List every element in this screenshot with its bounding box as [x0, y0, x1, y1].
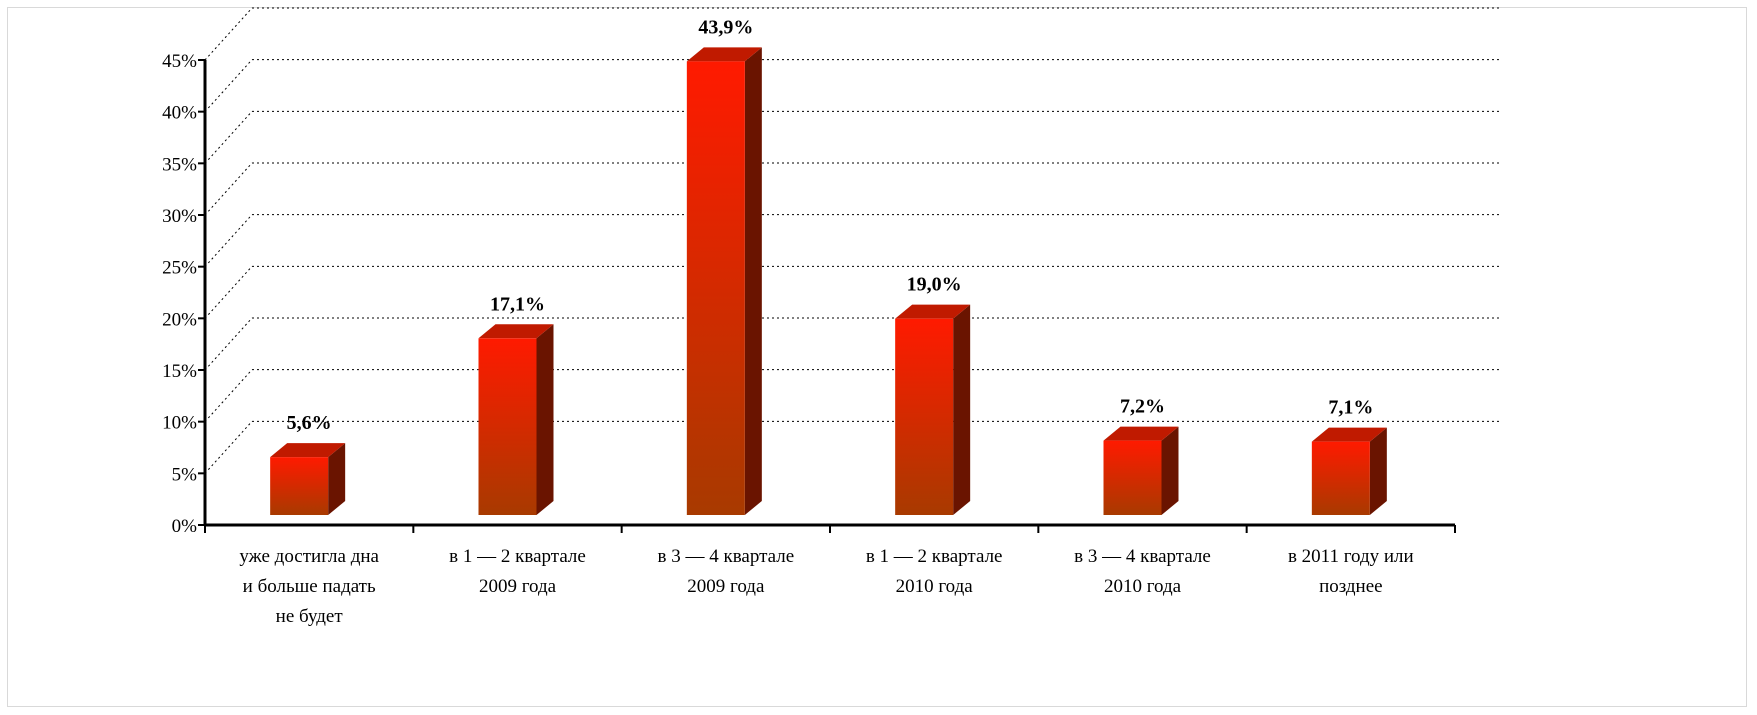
data-label: 17,1%: [490, 293, 545, 315]
data-label: 43,9%: [698, 16, 753, 38]
bar-side: [1369, 427, 1387, 515]
x-tick-label: 2009 года: [687, 576, 765, 597]
x-tick-label: позднее: [1319, 576, 1383, 597]
bar: [1311, 441, 1370, 515]
bar-side: [536, 324, 554, 515]
bars: [270, 47, 1387, 515]
x-tick-label: 2009 года: [479, 576, 557, 597]
x-tick-label: в 1 — 2 квартале: [866, 546, 1003, 567]
x-tick-label: в 3 — 4 квартале: [1074, 546, 1211, 567]
chart-frame: [7, 7, 1747, 707]
bar-side: [744, 47, 762, 515]
y-tick-label: 20%: [162, 309, 197, 330]
x-tick-label: не будет: [276, 606, 344, 627]
y-tick-label: 10%: [162, 413, 197, 434]
gridline-depth: [204, 162, 253, 216]
data-label: 7,2%: [1120, 396, 1165, 418]
bar: [270, 457, 329, 515]
gridline-depth: [204, 420, 253, 474]
bar-side: [1161, 426, 1179, 515]
bar-top: [686, 47, 762, 62]
bar-top: [270, 443, 346, 458]
bar-top: [895, 304, 971, 319]
gridline-depth: [204, 265, 253, 319]
x-tick-label: и больше падать: [243, 576, 376, 597]
gridline-depth: [204, 369, 253, 423]
gridline-depth: [204, 317, 253, 371]
bar: [1103, 440, 1162, 515]
gridlines: [204, 7, 1502, 474]
x-tick-label: в 2011 году или: [1288, 546, 1414, 567]
bar-top: [478, 324, 554, 339]
x-tick-label: уже достигла дна: [239, 546, 379, 567]
axes: [198, 59, 1456, 533]
bar-top: [1311, 427, 1387, 442]
y-tick-label: 45%: [162, 51, 197, 72]
x-tick-label: в 3 — 4 квартале: [658, 546, 795, 567]
x-tick-label: 2010 года: [1104, 576, 1182, 597]
bar-side: [953, 304, 971, 515]
y-tick-label: 30%: [162, 206, 197, 227]
bar-side: [328, 443, 346, 515]
labels: 0% 5% 10% 15% 20% 25% 30% 35% 40% 45% 5,6% уже дост…: [162, 16, 1414, 627]
bar: [478, 338, 537, 515]
bar-top: [1103, 426, 1179, 441]
y-tick-label: 5%: [172, 464, 198, 485]
gridline-depth: [204, 59, 253, 113]
gridline-depth: [204, 214, 253, 268]
x-tick-label: в 1 — 2 квартале: [449, 546, 586, 567]
y-tick-label: 0%: [172, 516, 198, 537]
data-label: 7,1%: [1328, 397, 1373, 419]
y-tick-label: 15%: [162, 361, 197, 382]
data-label: 5,6%: [287, 412, 332, 434]
y-tick-label: 25%: [162, 258, 197, 279]
gridline-depth: [204, 7, 253, 61]
x-tick-label: 2010 года: [896, 576, 974, 597]
bar: [895, 318, 954, 515]
bar: [686, 61, 745, 515]
y-tick-label: 40%: [162, 103, 197, 124]
y-tick-label: 35%: [162, 154, 197, 175]
data-label: 19,0%: [907, 274, 962, 296]
gridline-depth: [204, 110, 253, 164]
